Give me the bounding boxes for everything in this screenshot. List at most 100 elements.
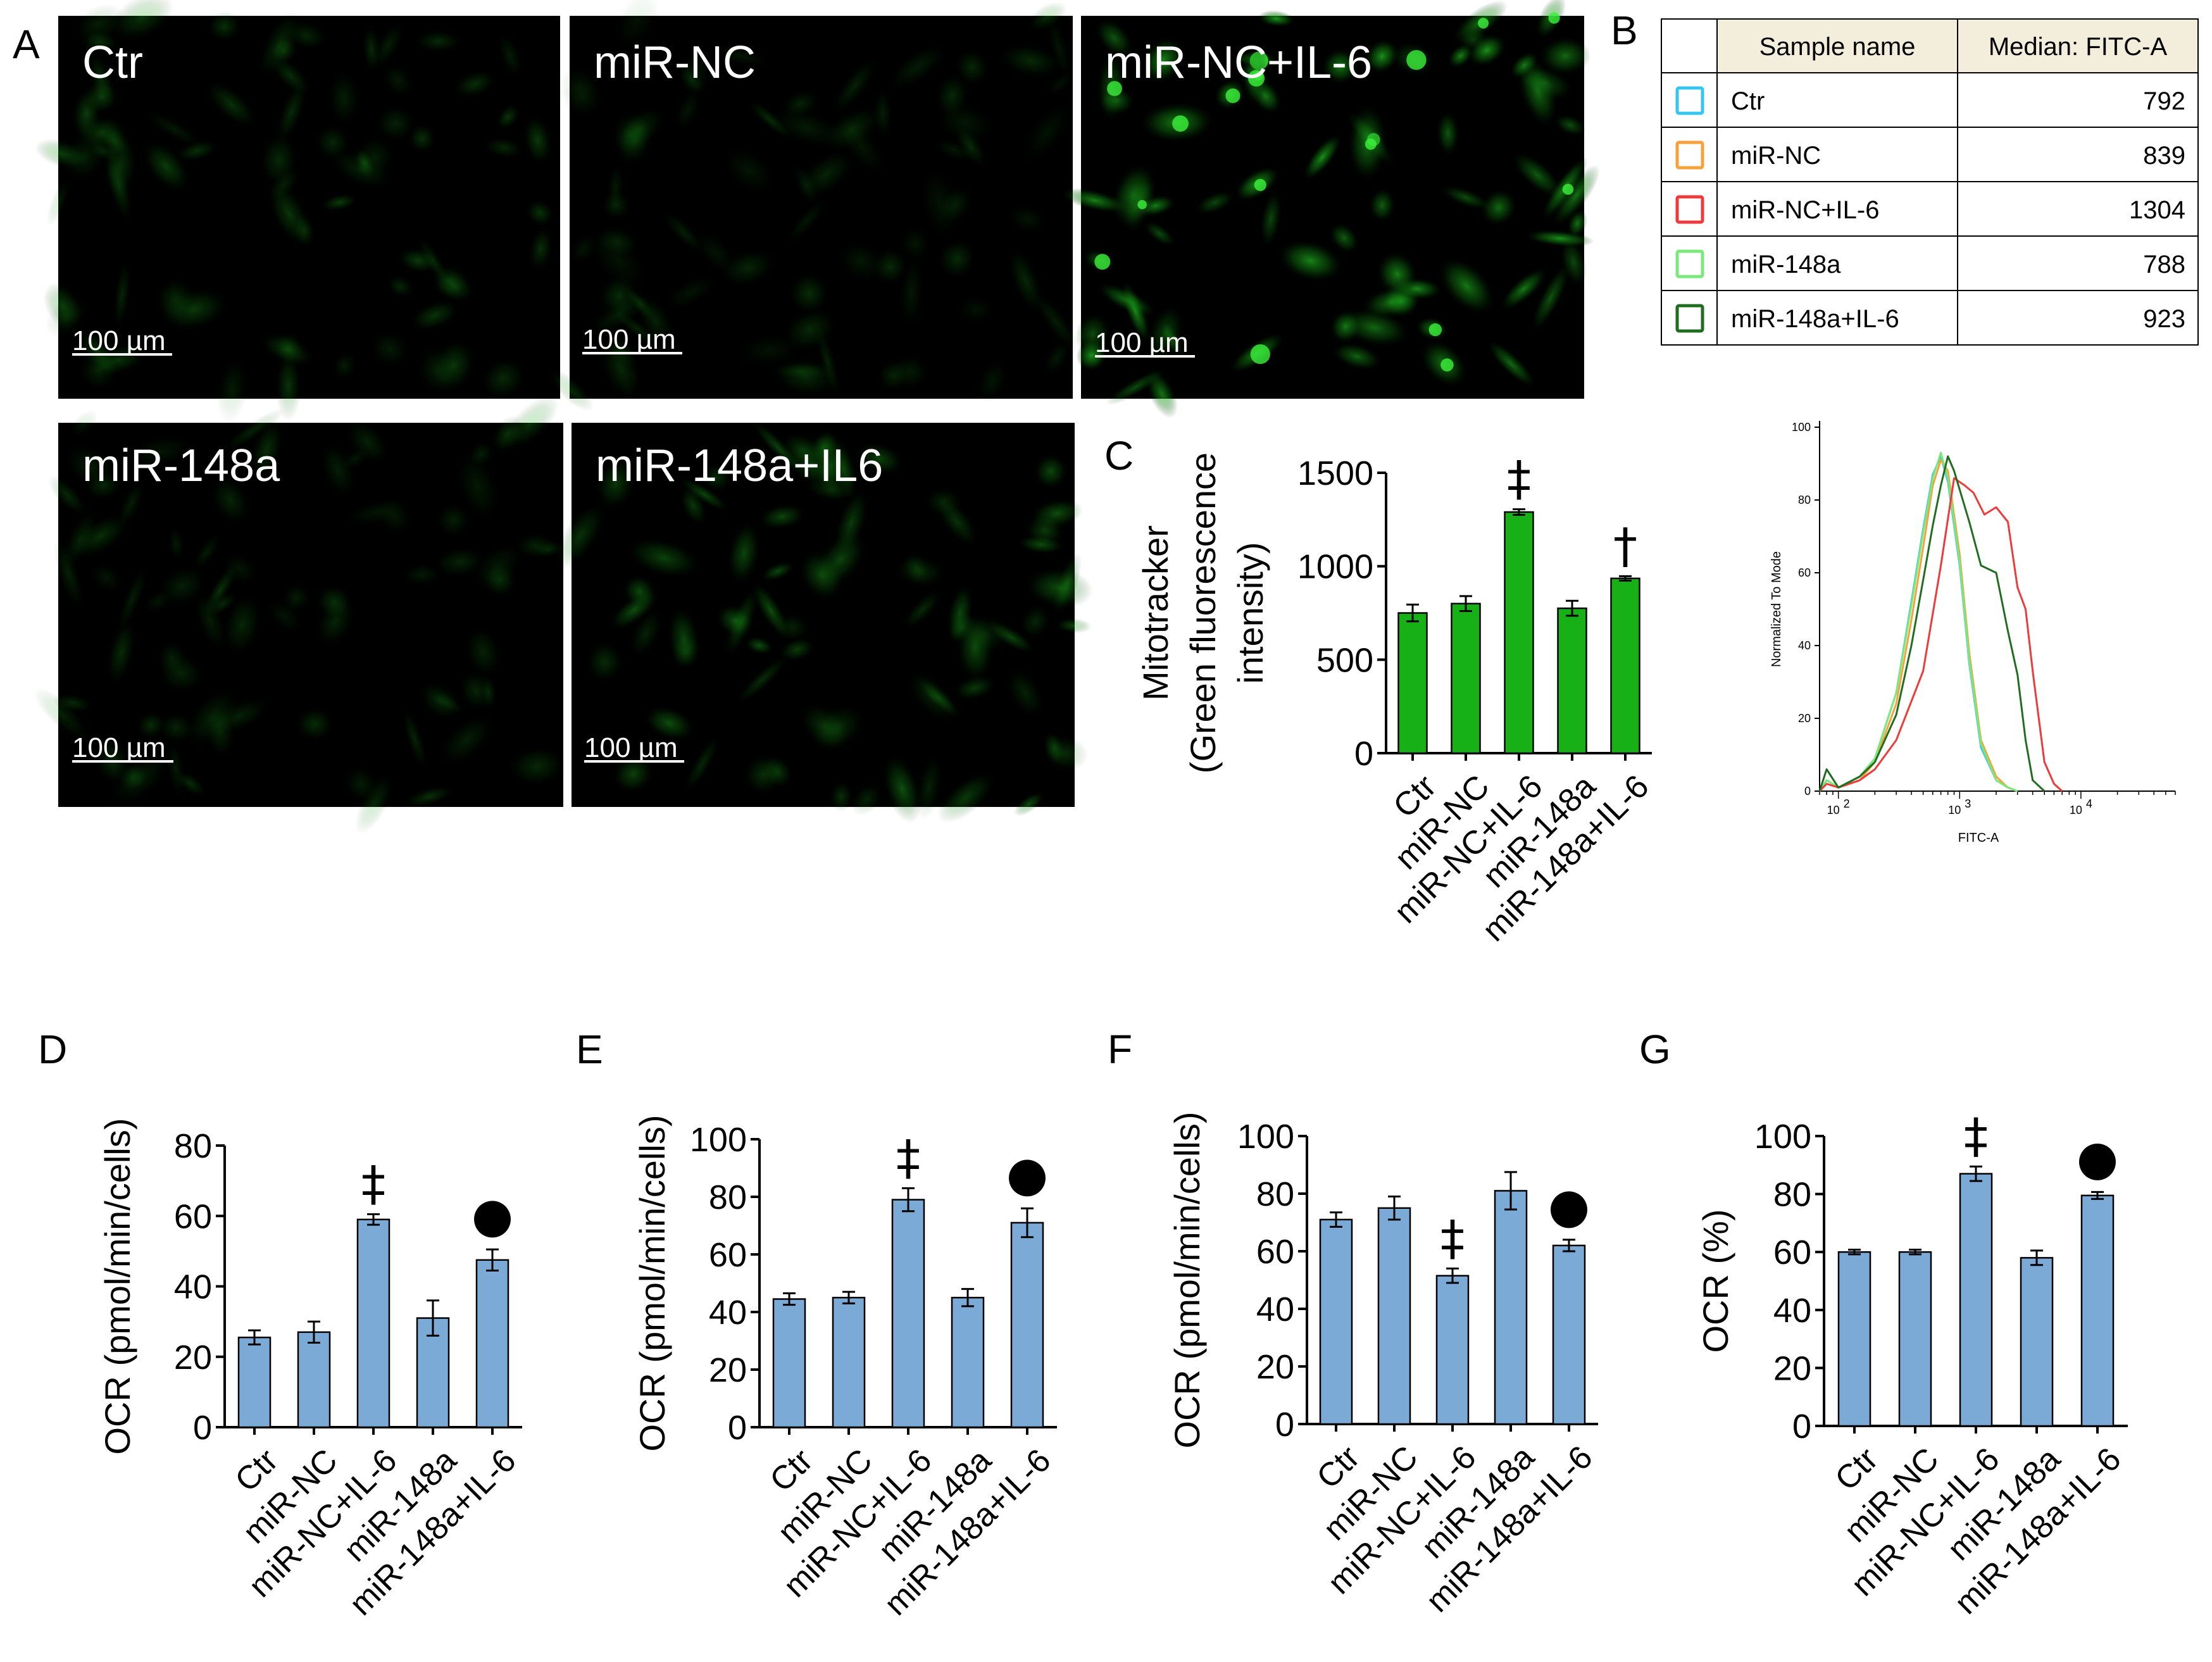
y-tick-label: 1000 <box>1297 548 1373 586</box>
scale-bar-label: 100 µm <box>582 324 676 355</box>
cell-blob <box>484 137 524 159</box>
table-cell-sample: miR-148a+IL-6 <box>1731 305 1899 333</box>
table-border <box>1661 18 2199 346</box>
hist-series-line <box>1818 455 2018 792</box>
cell-blob <box>615 106 665 153</box>
cell-blob <box>1052 552 1082 615</box>
table-header-cell <box>1717 19 1958 73</box>
cell-blob <box>1303 134 1341 180</box>
y-tick-label: 0 <box>1792 1408 1811 1446</box>
bar <box>1010 1222 1044 1428</box>
y-tick-label: 40 <box>709 1294 747 1332</box>
cell-blob <box>455 451 500 522</box>
cell-blob <box>1501 268 1547 310</box>
hist-x-tick-label: 10 <box>1948 804 1961 816</box>
cell-blob <box>934 139 974 162</box>
cell-blob <box>1028 1 1067 32</box>
cell-blob <box>1567 209 1588 238</box>
cell-blob <box>680 478 729 511</box>
cell-blob <box>1436 111 1459 156</box>
cell-blob <box>737 334 801 368</box>
cell-blob <box>410 299 460 331</box>
cell-blob <box>832 58 877 115</box>
cell-blob <box>1369 188 1396 222</box>
hist-series-line <box>1818 451 2018 792</box>
bar <box>1504 511 1534 754</box>
bar <box>1959 1173 1993 1427</box>
micrograph-label: miR-148a+IL6 <box>596 440 883 491</box>
cell-blob <box>589 228 647 291</box>
cell-blob <box>1539 37 1591 75</box>
cell-blob <box>1047 15 1072 80</box>
hist-y-tick-label: 100 <box>1792 421 1811 434</box>
significance-marker: ● <box>1006 1146 1048 1202</box>
cell-blob <box>211 476 250 525</box>
table-header-cell <box>1958 19 2198 73</box>
bright-spot <box>1478 18 1489 29</box>
y-tick-label: 0 <box>193 1409 212 1447</box>
cell-blob <box>779 637 815 662</box>
cell-blob <box>1034 454 1068 489</box>
bar <box>1397 612 1428 754</box>
scale-bar-label: 100 µm <box>72 732 166 763</box>
significance-marker: ● <box>1548 1177 1590 1234</box>
cell-blob <box>258 10 301 79</box>
bar <box>2080 1194 2115 1427</box>
bar <box>832 1297 866 1428</box>
cell-blob <box>328 70 360 127</box>
cell-blob <box>34 687 91 741</box>
cell-blob <box>1259 191 1282 247</box>
cell-blob <box>956 296 996 324</box>
cell-blob <box>401 563 442 586</box>
y-tick-label: 20 <box>174 1339 212 1377</box>
y-tick-label: 40 <box>174 1268 212 1306</box>
hist-x-tick-label: 10 <box>1827 804 1840 816</box>
cell-blob <box>888 44 947 91</box>
median-fitc-table: Sample name Median: FITC-A Ctr 792 miR-NC 8… <box>1661 18 2199 346</box>
cell-blob <box>45 296 88 337</box>
y-axis-label: intensity) <box>1230 542 1270 684</box>
scale-bar-label: 100 µm <box>72 325 166 356</box>
bar <box>772 1298 806 1428</box>
cell-blob <box>1332 342 1382 370</box>
cell-blob <box>81 30 118 54</box>
cell-blob <box>1448 44 1473 68</box>
table-cell-value: 923 <box>2143 305 2185 333</box>
cell-blob <box>744 754 784 795</box>
cell-blob <box>1330 309 1361 344</box>
cell-blob <box>480 674 497 710</box>
cell-blob <box>418 345 456 395</box>
bright-spot <box>1254 178 1266 191</box>
table-cell-value: 788 <box>2143 251 2185 278</box>
cell-blob <box>419 682 462 720</box>
significance-marker: ‡ <box>1964 1108 1988 1164</box>
y-axis-label: OCR (%) <box>1696 1209 1735 1353</box>
bright-spot <box>1250 344 1270 365</box>
cell-blob <box>415 30 462 53</box>
micrograph-mir-148a-il6: miR-148a+IL6 100 µm <box>554 420 1094 823</box>
micrograph-mir-148a: miR-148a 100 µm <box>34 395 566 835</box>
cell-blob <box>745 636 773 655</box>
bar <box>237 1336 272 1428</box>
cell-blob <box>1322 49 1359 84</box>
bar <box>1610 577 1640 754</box>
cell-blob <box>206 81 257 128</box>
y-tick-label: 100 <box>1237 1118 1294 1156</box>
panel-letter-b: B <box>1611 8 1638 53</box>
cell-blob <box>999 44 1061 78</box>
panel-letter-g: G <box>1639 1027 1671 1072</box>
y-axis-label: Mitotracker <box>1135 525 1175 701</box>
hist-x-tick-label: 10 <box>2070 804 2082 816</box>
bar <box>1552 1244 1586 1425</box>
fluorescent-cells <box>1061 0 1601 418</box>
cell-blob <box>205 705 235 758</box>
cell-blob <box>1560 237 1587 287</box>
cell-blob <box>908 670 958 723</box>
cell-blob <box>1278 240 1342 282</box>
y-axis-label: (Green fluorescence <box>1183 453 1223 773</box>
cell-blob <box>782 90 820 118</box>
cell-blob <box>679 47 711 99</box>
bright-spot <box>1225 88 1240 103</box>
micrograph-mir-nc-il6: miR-NC+IL-6 100 µm <box>1061 0 1601 418</box>
